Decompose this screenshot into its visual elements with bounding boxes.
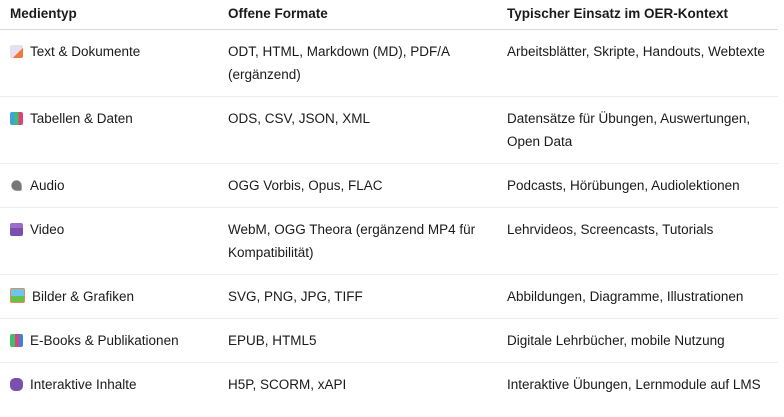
framed-picture-icon (10, 288, 25, 303)
medientyp-label: E-Books & Publikationen (30, 333, 179, 348)
cell-formate: OGG Vorbis, Opus, FLAC (218, 163, 497, 208)
medientyp-label: Interaktive Inhalte (30, 377, 137, 392)
cell-einsatz: Arbeitsblätter, Skripte, Handouts, Webte… (497, 29, 778, 97)
cell-einsatz: Abbildungen, Diagramme, Illustrationen (497, 274, 778, 319)
cell-formate: EPUB, HTML5 (218, 318, 497, 363)
cell-formate: ODS, CSV, JSON, XML (218, 96, 497, 164)
medientyp-label: Video (30, 222, 65, 237)
table-row: Interaktive Inhalte H5P, SCORM, xAPI Inter… (0, 363, 778, 407)
cell-einsatz: Lehrvideos, Screencasts, Tutorials (497, 207, 778, 275)
books-icon (10, 334, 23, 347)
medientyp-label: Text & Dokumente (30, 44, 141, 59)
table-row: Bilder & Grafiken SVG, PNG, JPG, TIFF Abbi… (0, 274, 778, 319)
medientyp-label: Bilder & Grafiken (32, 289, 135, 304)
table-row: Audio OGG Vorbis, Opus, FLAC Podcasts, Hör… (0, 163, 778, 208)
memo-icon (10, 45, 23, 58)
table-header-row: Medientyp Offene Formate Typischer Einsa… (0, 0, 778, 30)
cell-medientyp: Tabellen & Daten (0, 96, 218, 164)
media-formats-table: Medientyp Offene Formate Typischer Einsa… (0, 0, 778, 407)
cell-medientyp: Text & Dokumente (0, 29, 218, 97)
medientyp-label: Audio (30, 178, 65, 193)
cell-formate: H5P, SCORM, xAPI (228, 377, 347, 392)
microphone-icon (11, 180, 22, 191)
cell-medientyp: Bilder & Grafiken (0, 274, 218, 319)
table-row: E-Books & Publikationen EPUB, HTML5 Digita… (0, 318, 778, 363)
cell-medientyp: Interaktive Inhalte (0, 363, 218, 407)
cell-einsatz: Datensätze für Übungen, Auswertungen, Op… (497, 96, 778, 164)
table-row: Text & Dokumente ODT, HTML, Markdown (MD)… (0, 29, 778, 97)
cell-einsatz: Digitale Lehrbücher, mobile Nutzung (497, 318, 778, 363)
bar-chart-icon (10, 112, 23, 125)
table-row: Tabellen & Daten ODS, CSV, JSON, XML Daten… (0, 96, 778, 164)
header-medientyp: Medientyp (0, 0, 218, 30)
cell-medientyp: E-Books & Publikationen (0, 318, 218, 363)
header-formate: Offene Formate (218, 0, 497, 30)
cell-medientyp: Video (0, 207, 218, 275)
cell-medientyp: Audio (0, 163, 218, 208)
header-einsatz: Typischer Einsatz im OER-Kontext (497, 0, 778, 30)
table-row: Video WebM, OGG Theora (ergänzend MP4 für… (0, 207, 778, 275)
cell-formate: SVG, PNG, JPG, TIFF (218, 274, 497, 319)
game-controller-icon (10, 378, 23, 391)
cell-formate: ODT, HTML, Markdown (MD), PDF/A (ergänze… (218, 29, 497, 97)
cell-formate: WebM, OGG Theora (ergänzend MP4 für Komp… (218, 207, 497, 275)
clapper-board-icon (10, 223, 23, 236)
cell-einsatz: Interaktive Übungen, Lernmodule auf LMS (507, 377, 761, 392)
medientyp-label: Tabellen & Daten (30, 111, 133, 126)
cell-einsatz: Podcasts, Hörübungen, Audiolektionen (497, 163, 778, 208)
